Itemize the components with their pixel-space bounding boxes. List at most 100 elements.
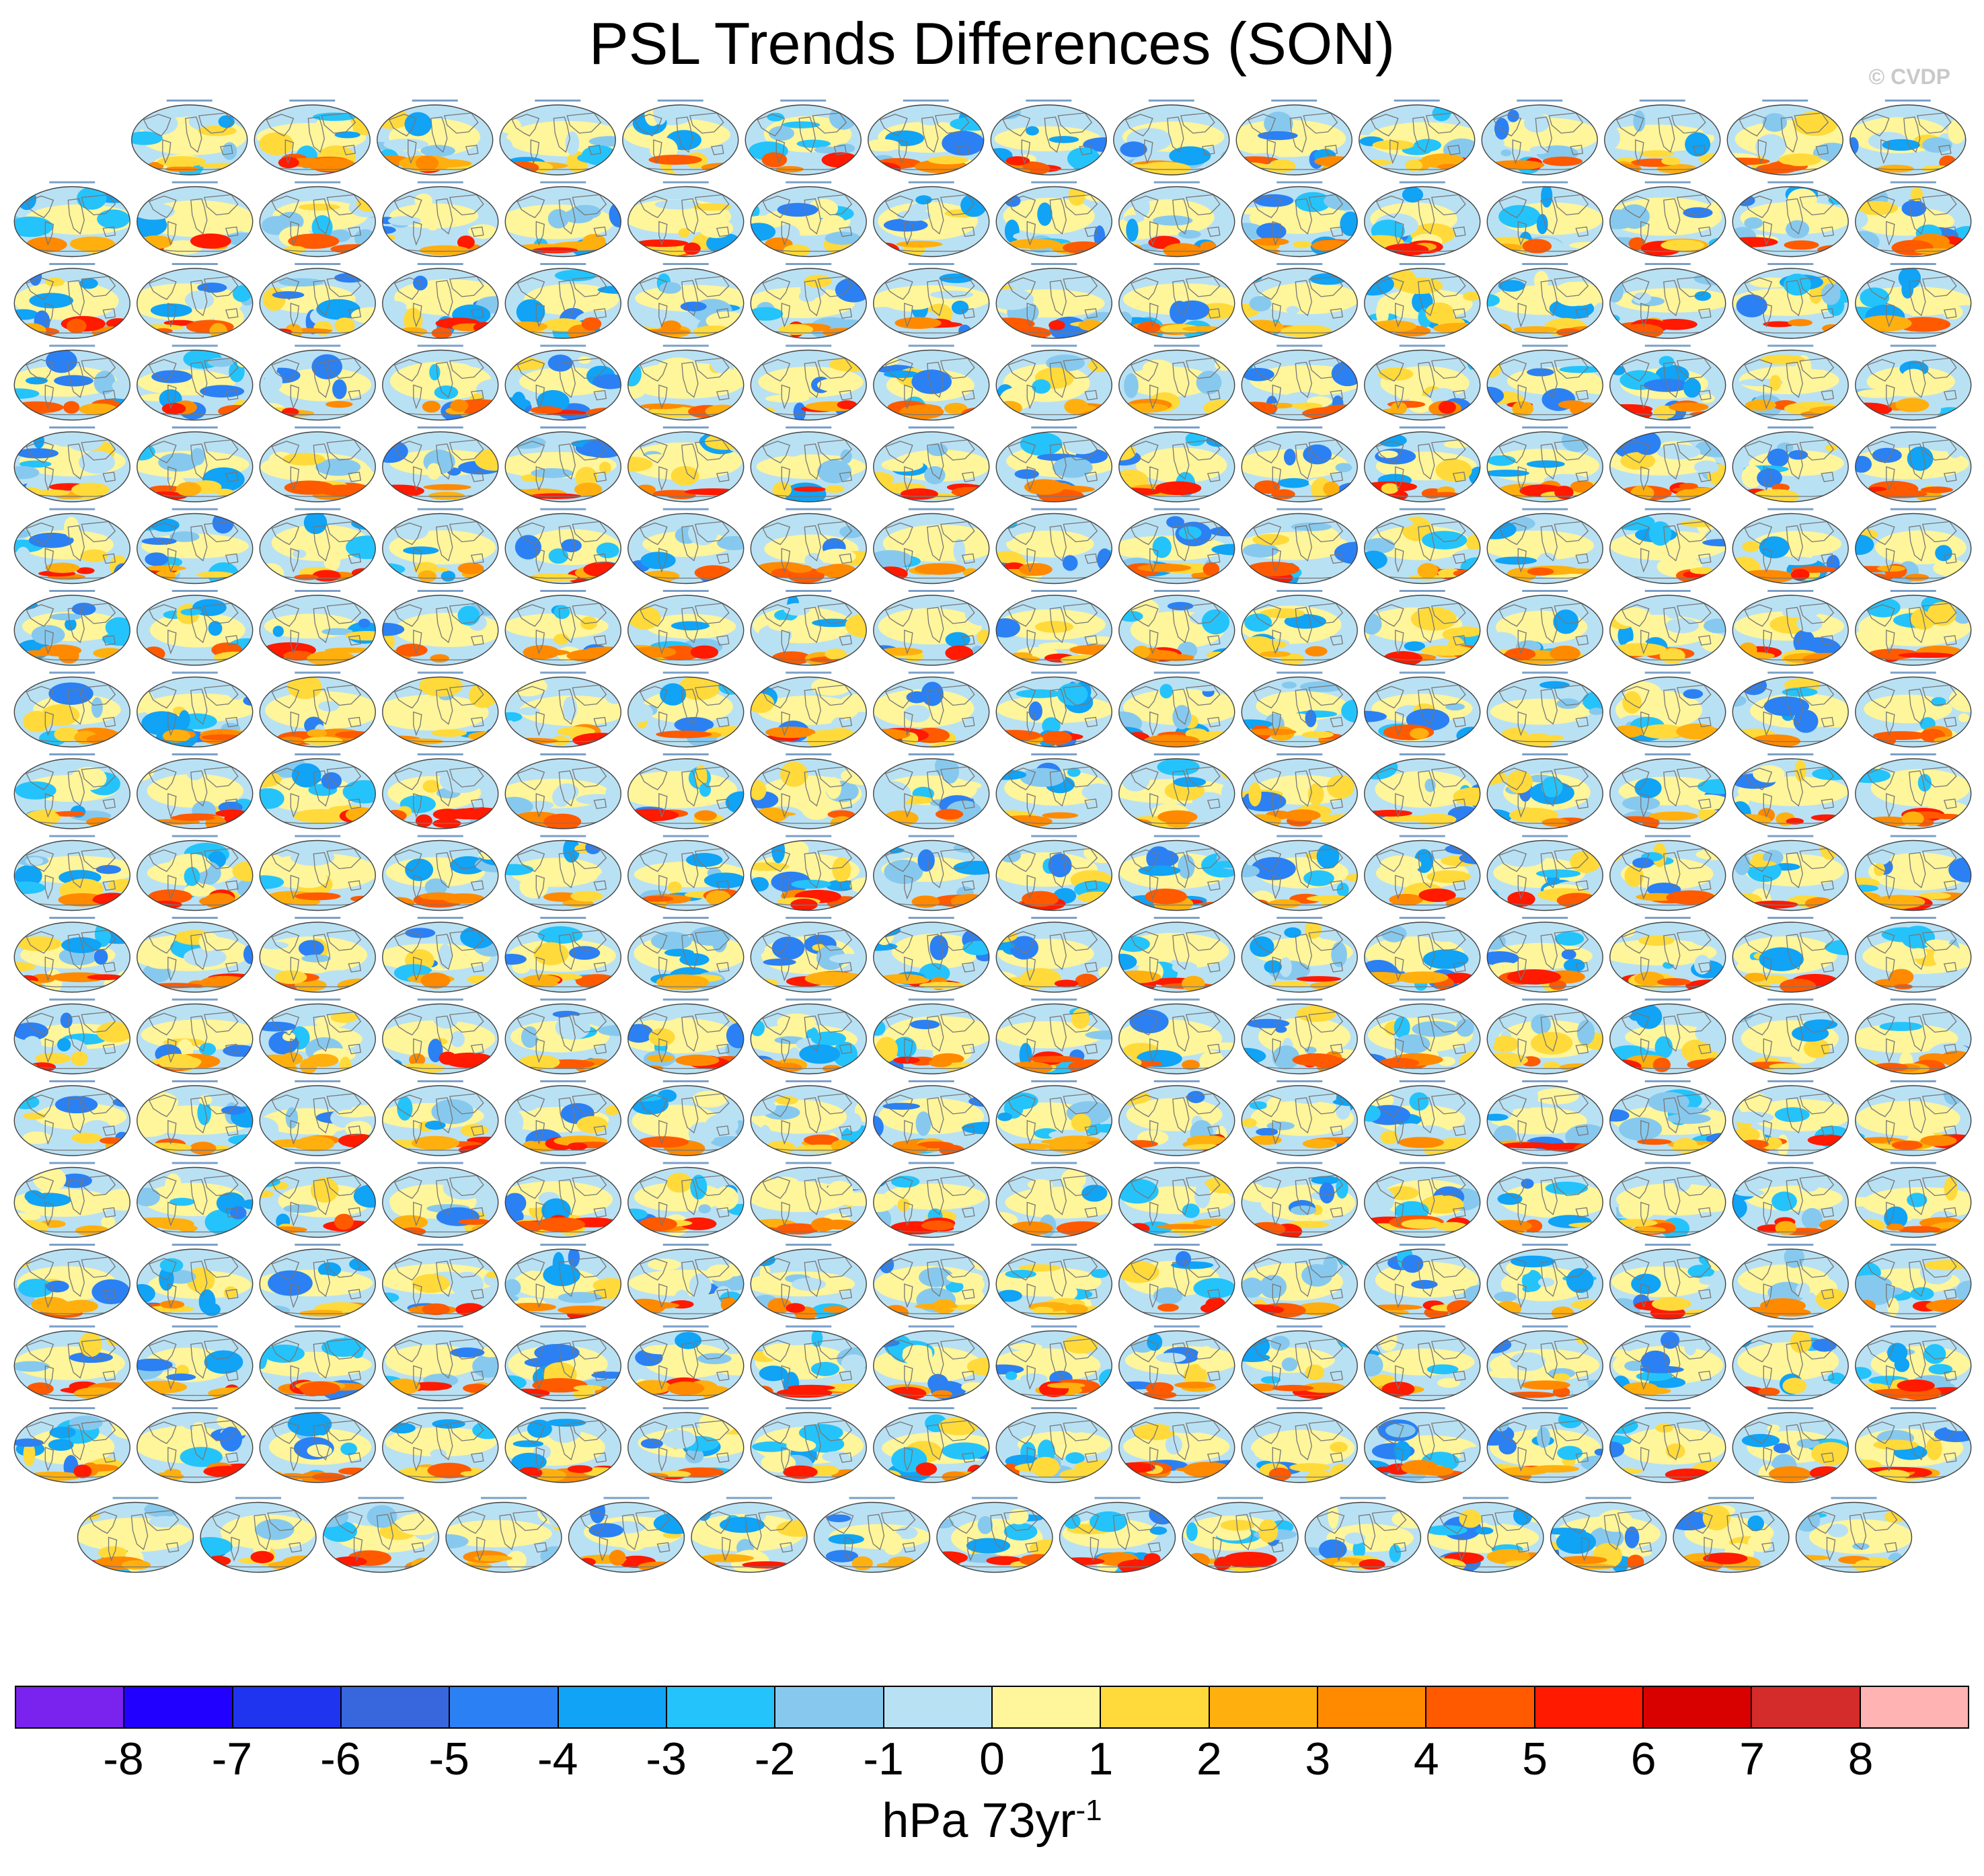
map-anomaly-blob: [159, 1258, 184, 1273]
map-southern-anomaly: [1763, 321, 1795, 328]
map-panel: [627, 1162, 745, 1238]
map-anomaly-blob: [699, 1413, 736, 1435]
map-panel: [137, 835, 254, 911]
map-anomaly-blob: [1566, 1268, 1594, 1293]
map-coastlines: [1248, 1174, 1355, 1233]
map-anomaly-blob: [592, 374, 621, 389]
map-coastlines: [1003, 1256, 1110, 1314]
map-panel-label: [1890, 426, 1936, 428]
map-panel: [382, 1325, 499, 1402]
map-southern-anomaly: [293, 809, 349, 823]
map-anomaly-blob: [1456, 726, 1480, 745]
map-panel: [259, 835, 376, 911]
map-panel-label: [1399, 835, 1445, 837]
map-panel-label: [908, 508, 954, 511]
map-anomaly-blob: [450, 856, 486, 874]
map-anomaly-blob: [1155, 1353, 1186, 1363]
map-anomaly-blob: [941, 759, 960, 784]
map-southern-anomaly: [1000, 976, 1044, 992]
map-coastlines: [1125, 276, 1232, 334]
map-outline: [627, 1330, 745, 1402]
map-outline: [750, 1330, 867, 1402]
map-southern-anomaly: [1284, 809, 1321, 821]
map-outline: [13, 431, 130, 502]
map-anomaly-blob: [1097, 548, 1112, 571]
map-southern-anomaly: [307, 728, 327, 738]
map-southern-anomaly: [1120, 819, 1152, 828]
map-anomaly-blob: [1800, 1180, 1819, 1192]
map-southern-anomaly: [312, 570, 341, 582]
map-southern-anomaly: [307, 650, 356, 665]
map-anomaly-blob: [200, 385, 245, 398]
map-southern-anomaly: [1291, 402, 1323, 410]
map-southern-anomaly: [765, 1141, 796, 1154]
map-panel-label: [662, 998, 709, 1001]
map-anomaly-blob: [1453, 626, 1480, 637]
map-outline: [1364, 1166, 1481, 1238]
map-southern-anomaly: [176, 482, 202, 496]
map-panel-label: [1522, 344, 1568, 347]
map-coastlines: [757, 521, 864, 579]
map-anomaly-blob: [1515, 1086, 1539, 1109]
map-outline: [259, 349, 376, 421]
map-panel-label: [908, 181, 954, 184]
map-anomaly-blob: [22, 1131, 52, 1144]
map-outline: [1855, 839, 1972, 911]
map-coastlines: [1494, 766, 1601, 824]
map-southern-anomaly: [1739, 642, 1757, 658]
map-panel: [382, 1244, 499, 1320]
map-outline: [13, 676, 130, 748]
map-outline: [1609, 922, 1726, 993]
map-panel-label: [171, 1162, 218, 1164]
map-panel: [504, 998, 621, 1075]
map-anomaly-blob: [961, 1382, 986, 1392]
map-anomaly-blob: [169, 854, 211, 874]
map-anomaly-blob: [1334, 541, 1358, 564]
map-outline: [873, 922, 990, 993]
map-anomaly-blob: [667, 881, 682, 893]
map-anomaly-blob: [1545, 1181, 1589, 1195]
map-anomaly-blob: [921, 681, 944, 706]
map-southern-anomaly: [581, 317, 602, 331]
map-panel-label: [171, 998, 218, 1001]
map-outline: [1732, 839, 1849, 911]
map-anomaly-blob: [1643, 379, 1689, 392]
map-anomaly-blob: [1201, 609, 1230, 635]
map-panel-label: [1399, 671, 1445, 674]
map-coastlines: [1616, 1093, 1723, 1151]
map-panel: [1364, 263, 1481, 339]
map-anomaly-band: [1487, 530, 1595, 561]
map-anomaly-blob: [1609, 1201, 1617, 1224]
map-panel: [1486, 1325, 1603, 1402]
map-coastlines: [1003, 1093, 1110, 1151]
map-panel-label: [1644, 1162, 1691, 1164]
map-panel: [1364, 590, 1481, 666]
map-southern-anomaly: [656, 730, 712, 739]
map-panel-label: [1522, 998, 1568, 1001]
map-southern-anomaly: [1022, 162, 1048, 171]
map-coastlines: [1371, 439, 1478, 497]
map-coastlines: [389, 930, 496, 987]
map-panel-label: [1153, 1325, 1200, 1328]
map-anomaly-blob: [1124, 373, 1139, 399]
map-outline: [1364, 839, 1481, 911]
map-anomaly-blob: [1435, 459, 1472, 482]
map-outline: [259, 268, 376, 339]
map-anomaly-blob: [1855, 455, 1872, 473]
map-anomaly-blob: [14, 388, 40, 399]
map-panel-label: [540, 917, 586, 919]
map-outline: [1604, 104, 1721, 176]
map-panel-label: [417, 344, 463, 347]
map-panel: [1609, 1325, 1726, 1402]
map-panel-label: [540, 998, 586, 1001]
map-anomaly-blob: [1299, 127, 1313, 144]
map-panel: [1609, 263, 1726, 339]
map-panel: [1732, 1407, 1849, 1483]
map-anomaly-blob: [690, 926, 732, 946]
map-coastlines: [1003, 603, 1110, 661]
map-panel: [745, 100, 862, 176]
map-panel-label: [1153, 1244, 1200, 1246]
map-panel-label: [1031, 263, 1077, 265]
map-coastlines: [1494, 1011, 1601, 1070]
map-southern-anomaly: [837, 400, 857, 410]
